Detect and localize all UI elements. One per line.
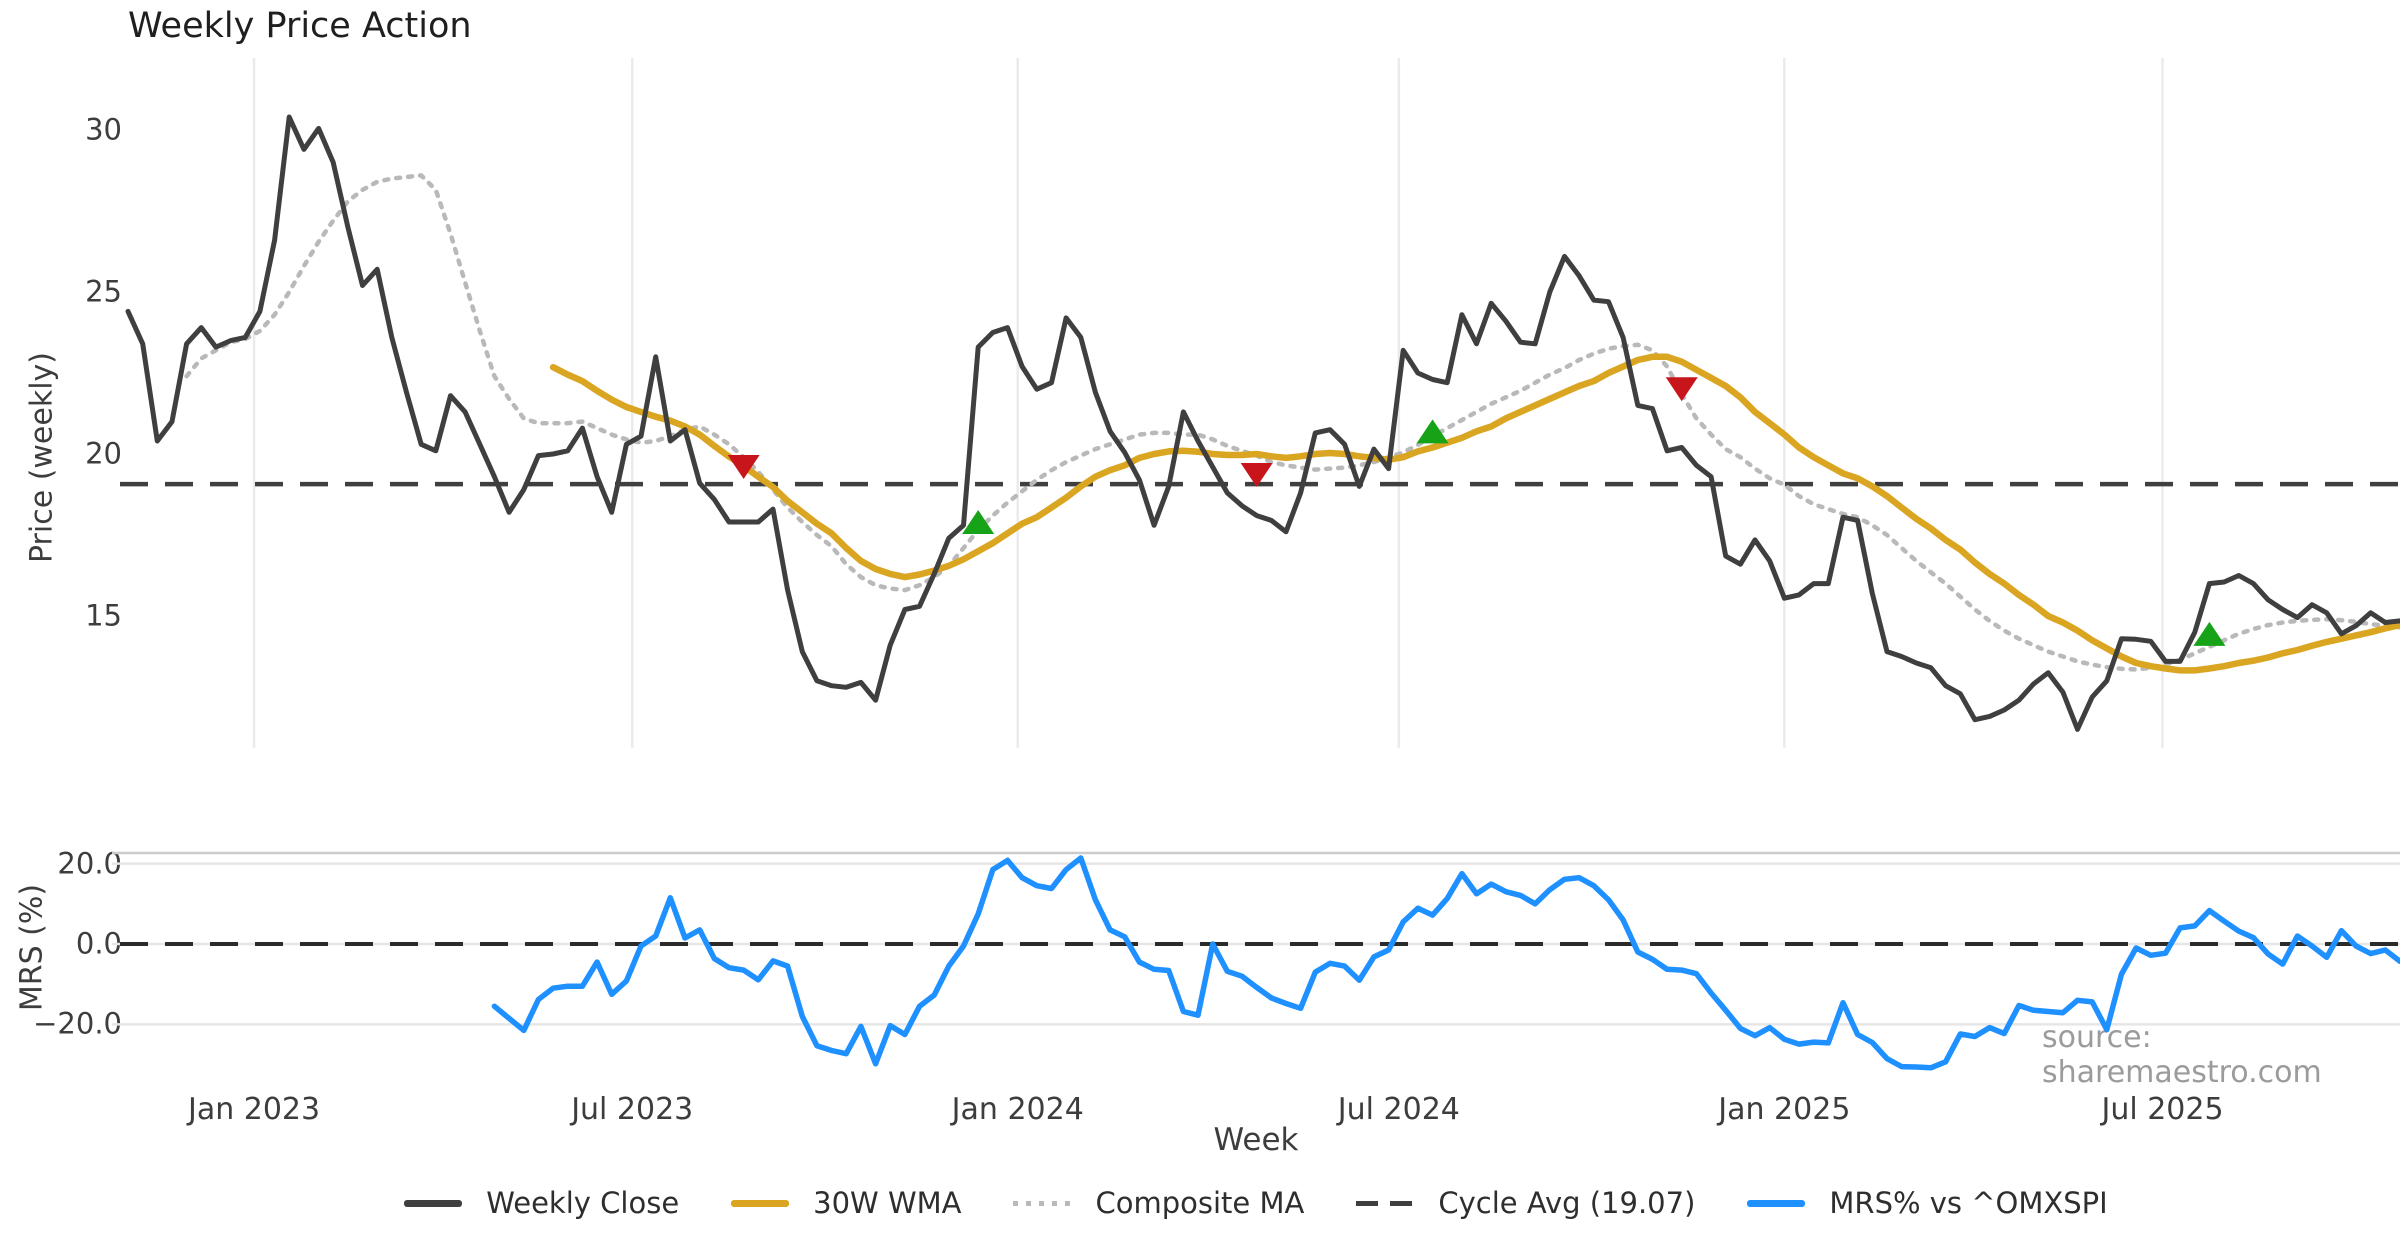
x-tick: Jul 2024 <box>1337 1092 1460 1127</box>
mrs-ytick: −20.0 <box>33 1006 122 1041</box>
x-axis-label: Week <box>1213 1122 1299 1158</box>
legend-swatch-dashed <box>1356 1200 1415 1206</box>
price-ytick: 30 <box>85 112 122 147</box>
legend-item: Weekly Close <box>404 1186 679 1220</box>
legend-label: Cycle Avg (19.07) <box>1438 1186 1696 1220</box>
legend-item: 30W WMA <box>731 1186 961 1220</box>
legend-swatch-dotted <box>1013 1200 1072 1206</box>
page-title: Weekly Price Action <box>128 6 472 46</box>
legend-label: MRS% vs ^OMXSPI <box>1829 1186 2108 1220</box>
mrs-ytick: 0.0 <box>75 926 122 961</box>
source-note: source: sharemaestro.com <box>2042 1020 2322 1090</box>
x-tick: Jul 2025 <box>2101 1092 2224 1127</box>
price-ytick: 25 <box>85 274 122 309</box>
legend: Weekly Close 30W WMA Composite MA Cycle Avg… <box>112 1186 2400 1220</box>
legend-item: Composite MA <box>1013 1186 1304 1220</box>
legend-label: Composite MA <box>1095 1186 1305 1220</box>
x-tick: Jan 2024 <box>951 1092 1084 1127</box>
legend-label: Weekly Close <box>486 1186 680 1220</box>
x-tick: Jul 2023 <box>571 1092 694 1127</box>
mrs-ytick: 20.0 <box>57 845 122 880</box>
price-ytick: 15 <box>85 598 122 633</box>
price-ytick: 20 <box>85 436 122 471</box>
legend-swatch-solid <box>731 1199 790 1207</box>
legend-label: 30W WMA <box>813 1186 962 1220</box>
legend-swatch-solid <box>404 1199 463 1207</box>
legend-item: Cycle Avg (19.07) <box>1356 1186 1695 1220</box>
legend-swatch-solid <box>1747 1199 1806 1207</box>
legend-item: MRS% vs ^OMXSPI <box>1747 1186 2108 1220</box>
x-tick: Jan 2025 <box>1718 1092 1851 1127</box>
x-tick: Jan 2023 <box>187 1092 321 1127</box>
